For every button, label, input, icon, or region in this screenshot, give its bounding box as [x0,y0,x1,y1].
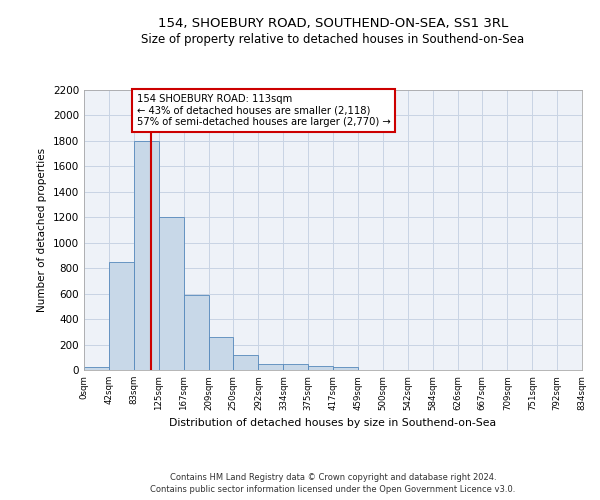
Bar [158,218,184,370]
Bar [259,364,283,370]
Text: Contains HM Land Registry data © Crown copyright and database right 2024.: Contains HM Land Registry data © Crown c… [170,472,496,482]
Bar [109,262,134,370]
Bar [308,366,333,370]
Bar [333,368,358,370]
Y-axis label: Number of detached properties: Number of detached properties [37,148,47,312]
Bar [84,367,109,370]
Text: Contains public sector information licensed under the Open Government Licence v3: Contains public sector information licen… [151,485,515,494]
X-axis label: Distribution of detached houses by size in Southend-on-Sea: Distribution of detached houses by size … [169,418,497,428]
Text: 154, SHOEBURY ROAD, SOUTHEND-ON-SEA, SS1 3RL: 154, SHOEBURY ROAD, SOUTHEND-ON-SEA, SS1… [158,18,508,30]
Text: 154 SHOEBURY ROAD: 113sqm
← 43% of detached houses are smaller (2,118)
57% of se: 154 SHOEBURY ROAD: 113sqm ← 43% of detac… [137,94,390,127]
Bar [184,295,209,370]
Text: Size of property relative to detached houses in Southend-on-Sea: Size of property relative to detached ho… [142,32,524,46]
Bar [283,364,308,370]
Bar [209,337,233,370]
Bar [134,141,158,370]
Bar [233,356,259,370]
